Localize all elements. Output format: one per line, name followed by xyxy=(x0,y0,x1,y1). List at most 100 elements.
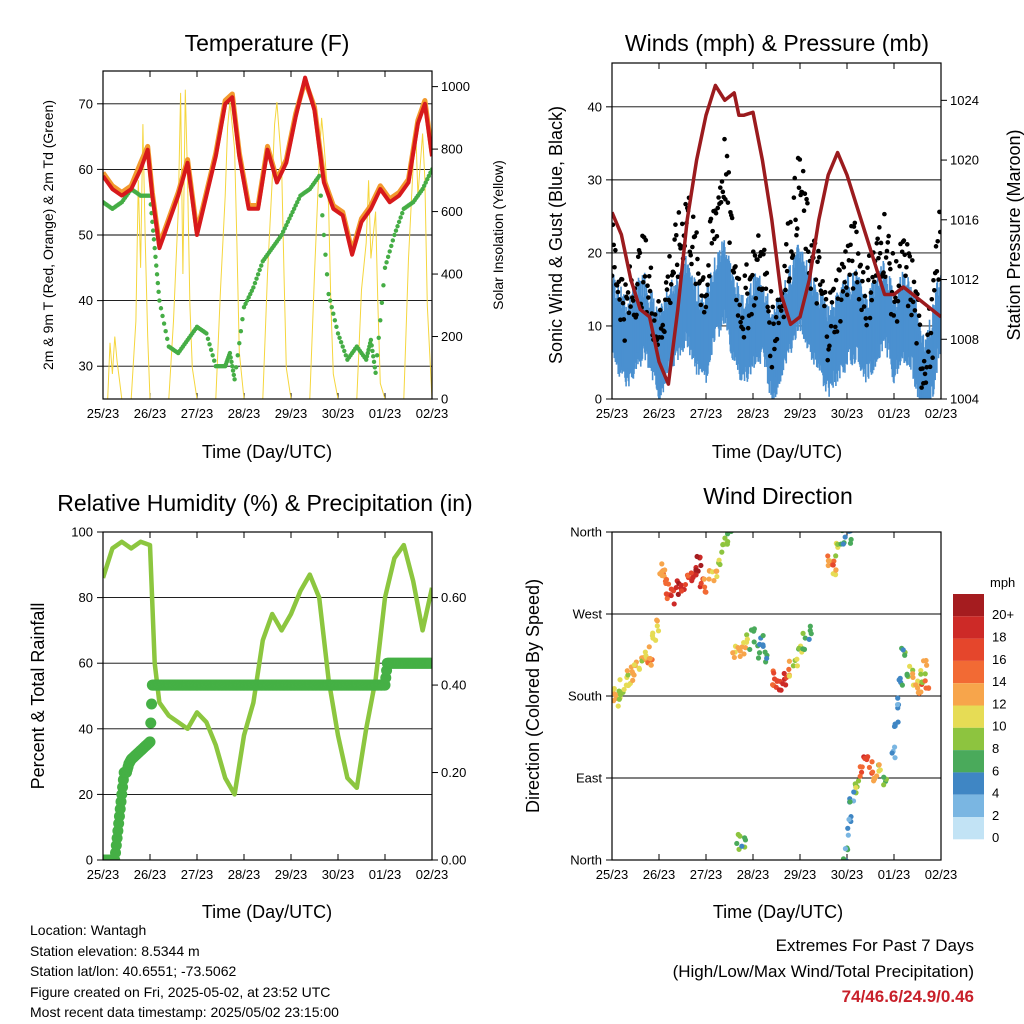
gust-point xyxy=(882,211,887,217)
dewpoint-point xyxy=(368,337,374,343)
y2tick-label-1-0: 1004 xyxy=(950,392,979,407)
dewpoint-point xyxy=(420,186,425,192)
ytick-label-3-4: North xyxy=(570,525,602,540)
gust-point xyxy=(744,262,749,267)
temp-9m-line xyxy=(103,78,432,254)
gust-point xyxy=(865,265,870,270)
gust-point xyxy=(866,277,871,283)
dewpoint-point xyxy=(372,365,378,370)
dewpoint-point xyxy=(204,331,209,336)
gust-point xyxy=(816,255,822,260)
dewpoint-point xyxy=(364,357,369,362)
dewpoint-point xyxy=(280,229,286,234)
humidity-panel: Relative Humidity (%) & Precipitation (i… xyxy=(28,490,473,922)
colorbar-swatch xyxy=(953,683,984,706)
winds-xlabel: Time (Day/UTC) xyxy=(712,442,842,462)
colorbar-label: 12 xyxy=(992,696,1006,711)
gust-point xyxy=(838,297,844,303)
precip-point xyxy=(145,717,157,729)
dewpoint-point xyxy=(154,272,160,277)
gust-point xyxy=(904,242,910,247)
gust-point xyxy=(809,243,814,248)
xtick-label-0-4: 29/23 xyxy=(275,406,308,421)
gust-point xyxy=(617,297,622,302)
gust-point xyxy=(901,238,907,243)
direction-point xyxy=(862,755,868,761)
gust-point xyxy=(886,233,891,239)
direction-point xyxy=(842,534,848,540)
ytick-label-2-4: 80 xyxy=(79,590,93,605)
direction-title: Wind Direction xyxy=(703,483,853,509)
ytick-label-3-3: West xyxy=(573,607,603,622)
gust-point xyxy=(829,300,835,305)
xtick-label-3-1: 26/23 xyxy=(643,867,676,882)
dewpoint-point xyxy=(340,344,345,349)
colorbar-label: 18 xyxy=(992,629,1006,644)
direction-point xyxy=(724,532,731,537)
gust-point xyxy=(641,279,646,285)
dewpoint-point xyxy=(343,353,349,358)
dewpoint-point xyxy=(295,200,300,205)
gust-point xyxy=(621,317,627,322)
gust-point xyxy=(612,222,616,228)
gust-point xyxy=(765,304,770,310)
gust-point xyxy=(792,175,798,181)
gust-point xyxy=(725,200,731,205)
gust-point xyxy=(743,285,748,291)
gust-point xyxy=(652,312,658,317)
direction-point xyxy=(625,672,631,678)
gust-point xyxy=(860,278,865,284)
gust-point xyxy=(937,209,941,215)
gust-point xyxy=(789,249,794,254)
gust-point xyxy=(855,279,860,285)
gust-point xyxy=(778,308,784,313)
dewpoint-point xyxy=(231,372,237,378)
direction-point xyxy=(848,526,853,531)
direction-point xyxy=(621,686,627,693)
direction-point xyxy=(857,764,863,770)
gust-point xyxy=(630,298,636,303)
direction-point xyxy=(751,639,757,645)
direction-point xyxy=(673,584,679,591)
gust-point xyxy=(877,225,882,230)
direction-xlabel: Time (Day/UTC) xyxy=(713,902,843,922)
gust-point xyxy=(825,357,831,363)
gust-point xyxy=(781,314,787,320)
gust-point xyxy=(618,317,623,323)
gust-point xyxy=(912,308,918,313)
gust-point xyxy=(784,268,790,274)
winds-title: Winds (mph) & Pressure (mb) xyxy=(625,30,929,56)
direction-point xyxy=(794,663,800,669)
gust-point xyxy=(613,247,618,253)
gust-point xyxy=(662,329,667,335)
direction-point xyxy=(714,568,720,574)
direction-point xyxy=(682,581,689,588)
direction-point xyxy=(756,650,763,656)
xtick-label-3-0: 25/23 xyxy=(596,867,629,882)
dewpoint-point xyxy=(154,263,159,268)
direction-point xyxy=(853,784,859,791)
dewpoint-point xyxy=(279,232,284,238)
direction-point xyxy=(701,576,707,582)
direction-point xyxy=(858,769,865,775)
gust-point xyxy=(634,312,639,318)
direction-point xyxy=(646,644,652,650)
y2tick-label-0-0: 0 xyxy=(441,392,448,407)
gust-point xyxy=(902,252,908,258)
extremes-box: Extremes For Past 7 Days (High/Low/Max W… xyxy=(673,933,974,1010)
direction-point xyxy=(659,561,665,567)
ytick-label-1-4: 40 xyxy=(588,99,602,114)
gust-point xyxy=(925,332,930,338)
direction-point xyxy=(730,650,736,656)
winds-y2label: Station Pressure (Maroon) xyxy=(1004,129,1024,340)
dewpoint-point xyxy=(317,173,322,179)
gust-point xyxy=(740,326,746,332)
direction-point xyxy=(744,636,750,642)
dewpoint-point xyxy=(387,249,392,254)
direction-point xyxy=(832,572,839,578)
gust-point xyxy=(909,312,914,318)
gust-point xyxy=(756,233,761,238)
colorbar-label: 4 xyxy=(992,786,999,801)
dewpoint-point xyxy=(285,219,291,225)
gust-point xyxy=(852,220,858,226)
